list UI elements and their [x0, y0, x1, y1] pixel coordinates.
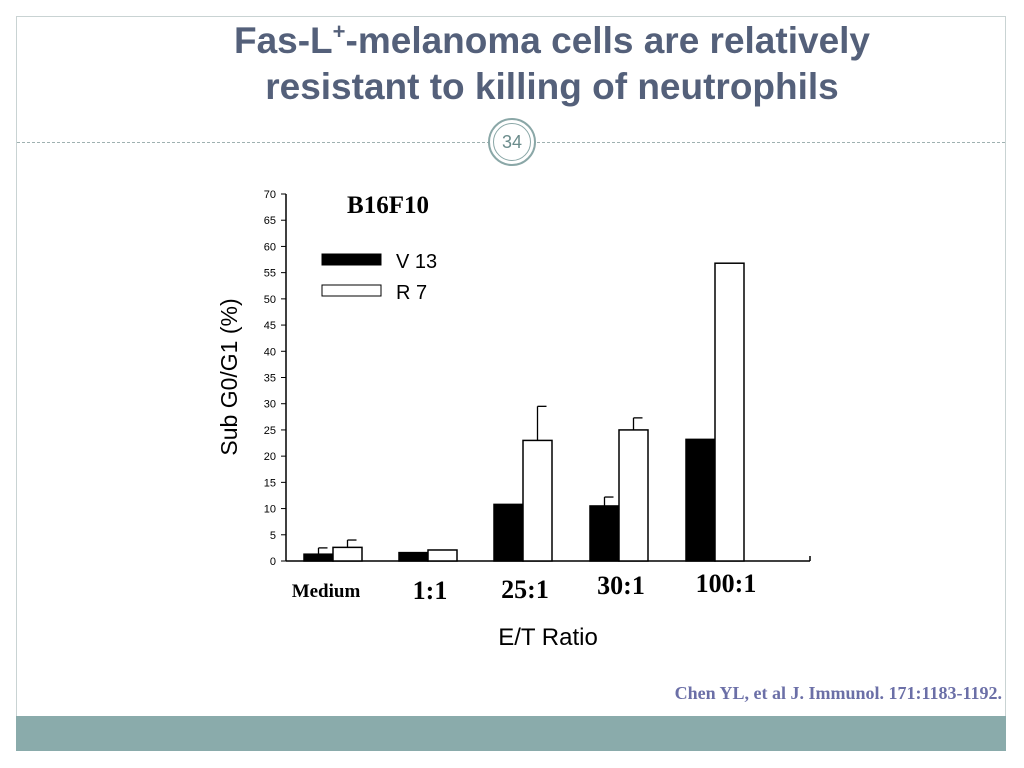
y-tick-label: 40: [264, 346, 276, 358]
y-tick-label: 60: [264, 241, 276, 253]
y-tick-label: 50: [264, 294, 276, 306]
y-tick-label: 25: [264, 425, 276, 437]
bar-r7-3: [522, 439, 553, 562]
title-line-2: resistant to killing of neutrophils: [265, 66, 839, 107]
x-tick-label-3: 25:1: [501, 575, 549, 604]
y-tick-label: 70: [264, 189, 276, 201]
y-tick-label: 5: [270, 530, 276, 542]
x-tick-label-5: 100:1: [696, 569, 757, 598]
bar-v13-4: [589, 505, 620, 562]
y-tick-label: 35: [264, 373, 276, 385]
x-tick-label-1: Medium: [292, 581, 361, 602]
y-tick-label: 55: [264, 268, 276, 280]
bar-v13-1: [303, 553, 334, 562]
bar-r7-5: [714, 262, 745, 562]
page-number: 34: [493, 123, 531, 161]
y-tick-label: 30: [264, 399, 276, 411]
bar-r7-4: [618, 429, 649, 562]
bar-r7-1: [332, 546, 363, 562]
bar-v13-2: [398, 551, 429, 562]
x-tick-label-2: 1:1: [413, 576, 448, 605]
title-line-1: Fas-L+-melanoma cells are relatively: [100, 18, 1004, 64]
bar-v13-5: [685, 438, 716, 562]
citation: Chen YL, et al J. Immunol. 171:1183-1192…: [674, 683, 1002, 703]
chart-title: B16F10: [347, 192, 429, 219]
y-axis-label: Sub G0/G1 (%): [216, 298, 242, 455]
bar-v13-3: [493, 503, 524, 562]
bar-chart: 0 5 10 15 20 25 30 35 40 45 50 55 60 65 70 Sub G0/G1 (%…: [216, 189, 811, 651]
slide-title: Fas-L+-melanoma cells are relatively res…: [100, 18, 1004, 110]
bar-r7-2: [427, 549, 458, 562]
y-tick-label: 10: [264, 504, 276, 516]
page-number-badge: 34: [488, 118, 536, 166]
title-text-start: Fas-L: [233, 20, 333, 61]
y-tick-label: 45: [264, 320, 276, 332]
title-superscript: +: [332, 19, 346, 44]
title-text-rest: -melanoma cells are relatively: [345, 20, 870, 61]
legend-label-2: R 7: [396, 282, 427, 304]
x-tick-label-4: 30:1: [597, 571, 645, 600]
legend-label-1: V 13: [396, 251, 437, 273]
x-axis-label: E/T Ratio: [498, 624, 598, 651]
y-tick-label: 20: [264, 451, 276, 463]
legend-swatch-1: [321, 253, 382, 266]
y-tick-label: 65: [264, 215, 276, 227]
legend-swatch-2: [321, 284, 382, 297]
footer-bar: [16, 716, 1006, 751]
y-tick-label: 0: [270, 556, 276, 568]
y-tick-label: 15: [264, 477, 276, 489]
